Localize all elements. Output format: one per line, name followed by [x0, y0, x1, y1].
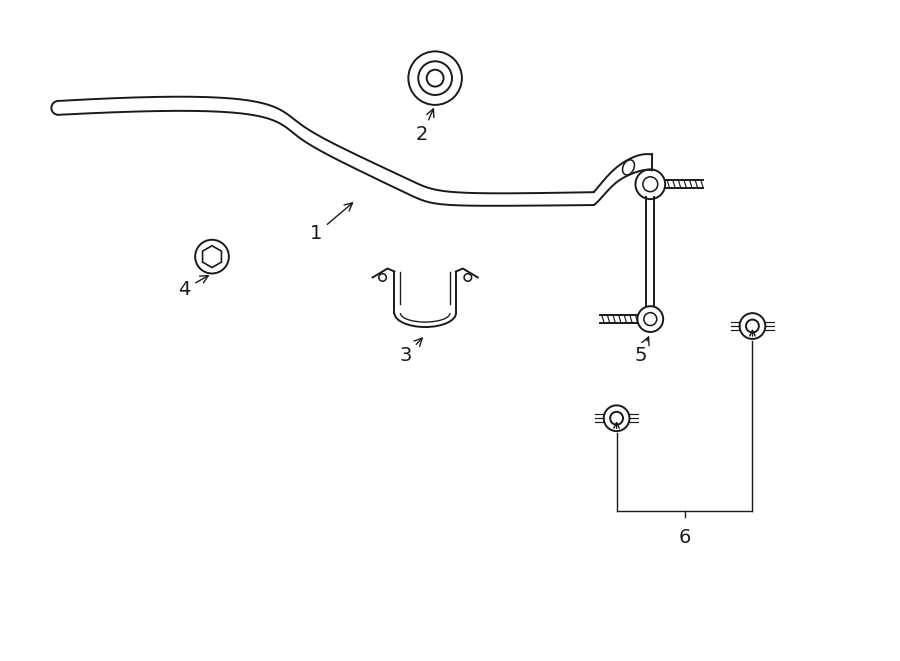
Text: 5: 5: [634, 337, 649, 366]
Text: 6: 6: [679, 527, 691, 547]
Text: 4: 4: [178, 276, 208, 299]
Text: 1: 1: [310, 203, 353, 243]
Text: 3: 3: [400, 338, 422, 366]
Text: 2: 2: [416, 109, 434, 144]
